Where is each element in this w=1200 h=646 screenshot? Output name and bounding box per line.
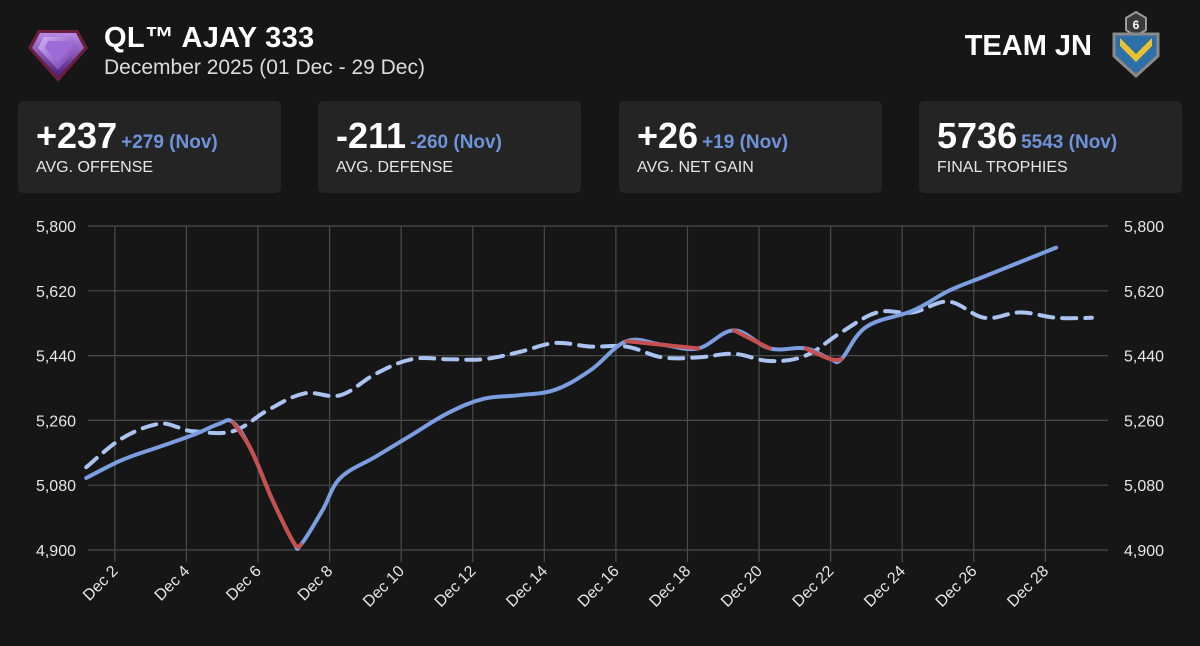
series-loss-segment: [803, 346, 844, 363]
x-tick-label: Dec 18: [646, 563, 694, 611]
x-tick-label: Dec 24: [861, 563, 909, 611]
series-line-previous: [84, 299, 1094, 470]
x-tick-label: Dec 14: [503, 563, 551, 611]
stat-card-final-trophies: 5736 5543 (Nov) FINAL TROPHIES: [919, 101, 1182, 193]
x-tick-label: Dec 26: [933, 563, 981, 611]
x-tick-label: Dec 2: [80, 563, 122, 605]
y-tick-label-right: 4,900: [1124, 543, 1164, 560]
player-name: QL™ AJAY 333: [104, 22, 315, 54]
clan-shield-icon: 6: [1112, 10, 1160, 79]
x-tick-label: Dec 16: [575, 563, 623, 611]
stat-value: +237: [36, 115, 118, 156]
period-label: December 2025 (01 Dec - 29 Dec): [104, 56, 425, 79]
y-tick-label-left: 4,900: [36, 543, 76, 560]
stat-card-offense: +237 +279 (Nov) AVG. OFFENSE: [18, 101, 281, 193]
stat-value: 5736: [937, 115, 1018, 156]
series-line-current: [84, 245, 1059, 551]
x-tick-label: Dec 28: [1004, 563, 1052, 611]
chart-axis-labels: 4,900 4,900 5,080 5,080 5,260 5,260 5,440 5,440…: [36, 219, 1164, 611]
stat-value: -211: [336, 115, 407, 156]
x-tick-label: Dec 10: [360, 563, 408, 611]
y-tick-label-right: 5,620: [1124, 284, 1164, 301]
x-tick-label: Dec 22: [790, 563, 838, 611]
team-name: TEAM JN: [964, 30, 1092, 62]
y-tick-label-left: 5,620: [36, 284, 76, 301]
series-loss-segment: [230, 420, 303, 549]
stat-label: AVG. OFFENSE: [36, 159, 154, 176]
y-tick-label-left: 5,260: [36, 413, 76, 430]
stat-label: AVG. DEFENSE: [336, 159, 454, 176]
header: QL™ AJAY 333 December 2025 (01 Dec - 29 …: [0, 0, 1200, 100]
league-shield-icon: [28, 30, 88, 82]
y-tick-label-right: 5,800: [1124, 219, 1164, 236]
y-tick-label-left: 5,440: [36, 349, 76, 366]
chart-series: [84, 245, 1094, 551]
stat-previous: 5543 (Nov): [1021, 132, 1118, 153]
y-tick-label-left: 5,080: [36, 478, 76, 495]
series-loss-segment: [732, 328, 772, 351]
y-tick-label-right: 5,260: [1124, 413, 1164, 430]
x-tick-label: Dec 20: [718, 563, 766, 611]
y-tick-label-left: 5,800: [36, 219, 76, 236]
stat-value: +26: [637, 115, 699, 156]
stats-row: +237 +279 (Nov) AVG. OFFENSE -211 -260 (No…: [18, 101, 1182, 193]
stat-card-defense: -211 -260 (Nov) AVG. DEFENSE: [318, 101, 581, 193]
stat-previous: +19 (Nov): [702, 132, 789, 153]
stat-previous: +279 (Nov): [121, 132, 218, 153]
series-loss-segment: [624, 339, 701, 351]
trophy-chart: 4,900 4,900 5,080 5,080 5,260 5,260 5,440 5,440…: [36, 219, 1164, 611]
stat-label: FINAL TROPHIES: [937, 159, 1068, 176]
y-tick-label-right: 5,080: [1124, 478, 1164, 495]
x-tick-label: Dec 8: [295, 563, 337, 605]
clan-level: 6: [1133, 18, 1140, 32]
y-tick-label-right: 5,440: [1124, 349, 1164, 366]
x-tick-label: Dec 6: [223, 563, 265, 605]
x-tick-label: Dec 12: [432, 563, 480, 611]
stat-card-net-gain: +26 +19 (Nov) AVG. NET GAIN: [619, 101, 882, 193]
stat-label: AVG. NET GAIN: [637, 159, 754, 176]
chart-grid: [88, 225, 1108, 562]
stat-previous: -260 (Nov): [410, 132, 502, 153]
x-tick-label: Dec 4: [152, 563, 194, 605]
